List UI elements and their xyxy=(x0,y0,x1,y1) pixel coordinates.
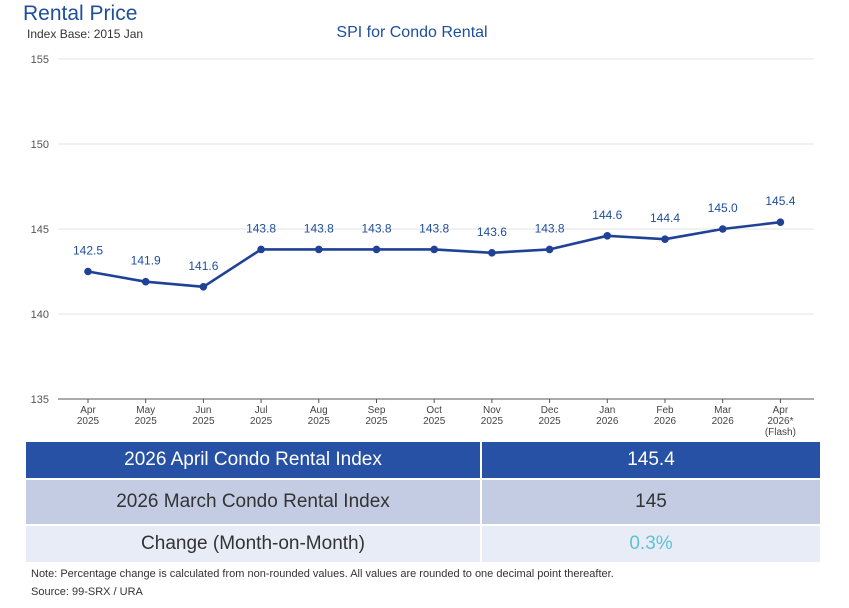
x-tick-label: Nov xyxy=(483,405,501,416)
x-tick-label: Mar xyxy=(714,405,732,416)
x-tick-label: 2026 xyxy=(596,416,619,427)
table-cell-label: Change (Month-on-Month) xyxy=(26,526,482,564)
data-label: 143.8 xyxy=(304,221,334,235)
page-title: Rental Price xyxy=(23,2,138,25)
summary-table: 2026 April Condo Rental Index 145.4 2026… xyxy=(26,442,820,564)
x-tick-label: Jun xyxy=(195,405,211,416)
x-tick-label: (Flash) xyxy=(765,427,796,438)
data-label: 142.5 xyxy=(73,244,103,258)
x-tick-label: Feb xyxy=(656,405,674,416)
data-label: 143.8 xyxy=(361,221,391,235)
x-tick-label: 2025 xyxy=(77,416,100,427)
data-label: 141.6 xyxy=(188,259,218,273)
x-tick-label: 2026 xyxy=(712,416,735,427)
x-tick-label: Sep xyxy=(368,405,386,416)
x-tick-label: May xyxy=(136,405,155,416)
data-label: 143.8 xyxy=(246,221,276,235)
data-point xyxy=(545,245,554,254)
table-row-change: Change (Month-on-Month) 0.3% xyxy=(26,526,820,564)
data-point xyxy=(776,218,785,226)
table-row-march-index: 2026 March Condo Rental Index 145 xyxy=(26,480,820,526)
y-tick-label: 145 xyxy=(31,224,49,236)
data-point xyxy=(661,235,669,243)
x-tick-label: 2025 xyxy=(365,416,388,427)
data-point xyxy=(141,277,150,286)
data-point xyxy=(199,283,208,291)
index-base-label: Index Base: 2015 Jan xyxy=(27,27,144,41)
data-point xyxy=(430,245,439,254)
table-cell-label: 2026 March Condo Rental Index xyxy=(26,480,482,526)
x-tick-label: 2026* xyxy=(767,416,793,427)
source-note: Source: 99-SRX / URA xyxy=(31,586,143,598)
data-label: 145.4 xyxy=(765,194,795,208)
x-tick-label: 2025 xyxy=(192,416,215,427)
y-tick-label: 140 xyxy=(31,309,49,321)
table-cell-value: 145 xyxy=(482,480,820,526)
data-point xyxy=(718,225,727,233)
x-tick-label: Dec xyxy=(541,405,559,416)
line-chart: 135140145150155Apr2025May2025Jun2025Jul2… xyxy=(31,54,814,438)
y-tick-label: 150 xyxy=(31,139,49,151)
data-label: 144.4 xyxy=(650,211,680,225)
x-tick-label: 2025 xyxy=(481,416,504,427)
x-tick-label: 2025 xyxy=(308,416,331,427)
data-label: 143.8 xyxy=(535,221,565,235)
x-tick-label: 2025 xyxy=(250,416,273,427)
data-point xyxy=(84,267,92,276)
x-tick-label: 2025 xyxy=(423,416,446,427)
x-tick-label: Aug xyxy=(310,405,328,416)
data-point xyxy=(488,249,496,257)
data-point xyxy=(315,245,323,254)
x-tick-label: Apr xyxy=(773,405,789,416)
table-cell-label: 2026 April Condo Rental Index xyxy=(26,442,482,480)
data-label: 143.8 xyxy=(419,221,449,235)
table-cell-value: 145.4 xyxy=(482,442,820,480)
x-tick-label: Jul xyxy=(255,405,268,416)
data-label: 145.0 xyxy=(708,201,738,215)
table-row-april-index: 2026 April Condo Rental Index 145.4 xyxy=(26,442,820,480)
data-label: 141.9 xyxy=(131,254,161,268)
x-tick-label: Oct xyxy=(426,405,442,416)
x-tick-label: Jan xyxy=(599,405,615,416)
chart-title: SPI for Condo Rental xyxy=(336,24,488,41)
data-point xyxy=(372,245,381,254)
y-tick-label: 155 xyxy=(31,54,49,66)
data-label: 144.6 xyxy=(592,208,622,222)
x-tick-label: 2025 xyxy=(538,416,561,427)
data-point xyxy=(603,232,612,240)
table-cell-change-value: 0.3% xyxy=(482,526,820,564)
x-tick-label: 2026 xyxy=(654,416,677,427)
data-point xyxy=(257,245,265,254)
x-tick-label: 2025 xyxy=(135,416,158,427)
x-tick-label: Apr xyxy=(80,405,96,416)
footnote: Note: Percentage change is calculated fr… xyxy=(31,568,614,580)
data-label: 143.6 xyxy=(477,225,507,239)
y-tick-label: 135 xyxy=(31,394,49,406)
